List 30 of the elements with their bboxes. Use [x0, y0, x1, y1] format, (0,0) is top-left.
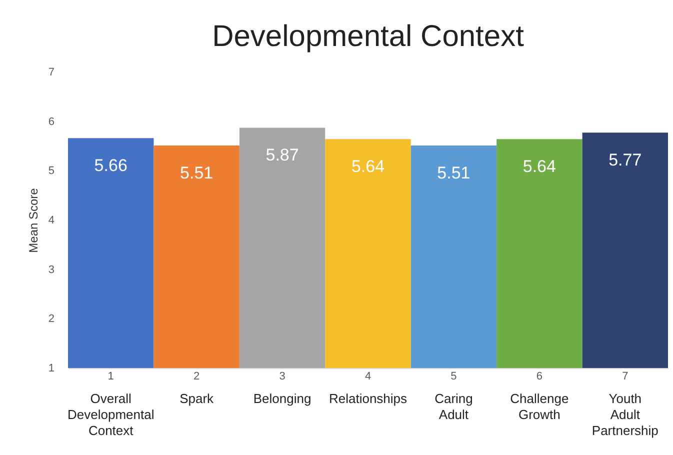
text: Youth Adult Partnership [592, 391, 658, 438]
x-tick-label: 5 [450, 370, 457, 382]
data-label: 5.64 [522, 157, 556, 176]
y-tick-label: 1 [48, 362, 54, 374]
data-label: 5.51 [180, 164, 214, 183]
text: Belonging [253, 391, 312, 406]
data-label: 5.51 [437, 164, 470, 183]
y-tick-label: 5 [48, 165, 54, 178]
data-label: 5.64 [351, 157, 385, 176]
data-label: 5.77 [608, 150, 642, 170]
text: Overall Developmental Context [68, 391, 154, 438]
y-tick-label: 4 [48, 214, 54, 226]
y-axis-title: Mean Score [26, 188, 40, 253]
x-tick-label: 2 [194, 370, 200, 382]
y-tick-label: 6 [48, 116, 54, 128]
x-tick-label: 6 [536, 370, 542, 382]
x-tick-label: 7 [622, 370, 628, 382]
text: Caring Adult [434, 391, 473, 422]
data-label: 5.66 [94, 156, 128, 176]
text: Challenge Growth [510, 391, 569, 422]
x-tick-label: 4 [364, 370, 372, 382]
data-label: 5.87 [266, 146, 299, 165]
text: Relationships [328, 391, 408, 406]
y-tick-label: 3 [48, 264, 54, 276]
y-tick-label: 2 [48, 313, 54, 326]
text: Spark [180, 391, 214, 406]
y-tick-label: 7 [48, 66, 54, 78]
x-tick-label: 3 [279, 370, 286, 382]
x-tick-label: 1 [108, 370, 114, 382]
chart-title: Developmental Context [212, 20, 525, 53]
